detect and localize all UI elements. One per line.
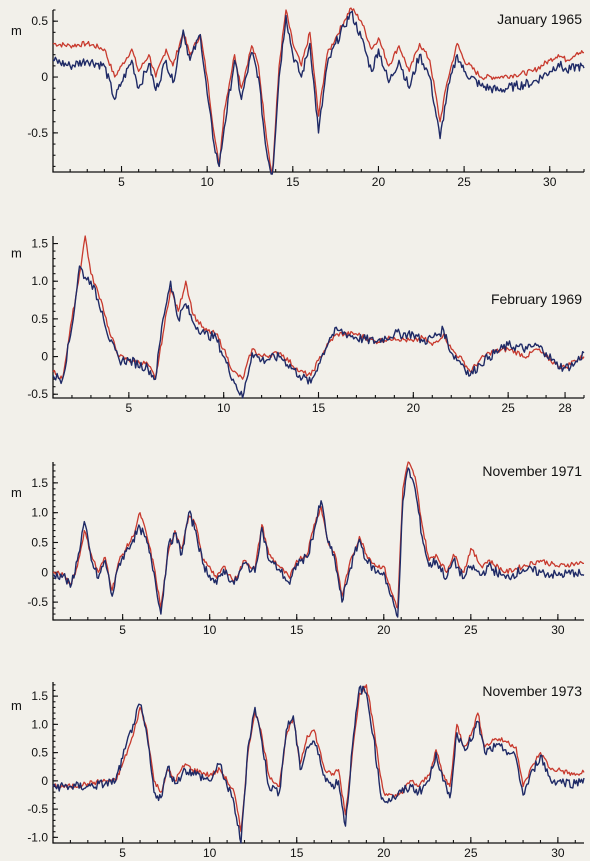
- y-tick-label: 1.5: [31, 237, 48, 251]
- y-tick-label: 0: [41, 565, 48, 579]
- x-tick-label: 10: [203, 623, 217, 637]
- y-axis-unit: m: [11, 23, 22, 38]
- x-tick-label: 20: [407, 401, 421, 415]
- x-tick-label: 5: [126, 401, 133, 415]
- y-tick-label: 0: [41, 774, 48, 788]
- y-tick-label: -0.5: [27, 595, 48, 609]
- x-tick-label: 5: [119, 623, 126, 637]
- observed-series-line: [52, 684, 585, 833]
- y-tick-label: 1.0: [31, 506, 48, 520]
- y-tick-label: 1.0: [31, 717, 48, 731]
- x-tick-label: 10: [200, 175, 214, 189]
- x-tick-label: 25: [464, 623, 478, 637]
- x-tick-label: 30: [543, 175, 557, 189]
- modelled-series-line: [52, 467, 585, 618]
- y-tick-label: 0.5: [31, 535, 48, 549]
- panel-title: November 1973: [482, 683, 582, 699]
- observed-series-line: [52, 7, 585, 175]
- x-tick-label: 28: [558, 401, 572, 415]
- x-tick-label: 15: [290, 623, 304, 637]
- chart-panel-2: 1.5 1.0 0.5 0 -0.5 5 10 15 20 25 28 m February 1969: [11, 235, 585, 415]
- y-tick-label: 1.5: [31, 476, 48, 490]
- chart-panel-1: 0.5 0 -0.5 5 10 15 20 25 30 m January 1965: [11, 7, 585, 189]
- x-tick-label: 20: [372, 175, 386, 189]
- x-tick-label: 25: [501, 401, 515, 415]
- x-tick-label: 15: [286, 175, 300, 189]
- y-tick-label: 0.5: [31, 312, 48, 326]
- x-tick-label: 10: [217, 401, 231, 415]
- y-axis-unit: m: [11, 698, 22, 713]
- panel-title: November 1971: [482, 463, 582, 479]
- x-tick-label: 20: [377, 846, 391, 860]
- chart-panel-4: 1.5 1.0 0.5 0 -0.5 -1.0 5 10 15 20 25 30 m November 1…: [11, 682, 585, 860]
- y-tick-label: 1.0: [31, 274, 48, 288]
- panel-title: January 1965: [497, 11, 582, 27]
- x-tick-label: 30: [551, 623, 565, 637]
- modelled-series-line: [52, 265, 585, 399]
- x-tick-label: 25: [464, 846, 478, 860]
- y-tick-label: -0.5: [27, 802, 48, 816]
- x-tick-label: 5: [119, 846, 126, 860]
- y-tick-label: -0.5: [27, 126, 48, 140]
- modelled-series-line: [52, 685, 585, 844]
- x-tick-label: 30: [551, 846, 565, 860]
- y-tick-label: 0: [41, 70, 48, 84]
- x-tick-label: 20: [377, 623, 391, 637]
- y-tick-label: 1.5: [31, 689, 48, 703]
- panel-title: February 1969: [491, 291, 582, 307]
- y-tick-label: 0: [41, 350, 48, 364]
- x-tick-label: 25: [457, 175, 471, 189]
- y-tick-label: 0.5: [31, 746, 48, 760]
- y-tick-label: -0.5: [27, 387, 48, 401]
- modelled-series-line: [52, 10, 585, 175]
- y-axis-unit: m: [11, 246, 22, 261]
- observed-series-line: [52, 461, 584, 609]
- chart-panel-3: 1.5 1.0 0.5 0 -0.5 5 10 15 20 25 30 m November 1971: [11, 461, 585, 637]
- x-tick-label: 15: [312, 401, 326, 415]
- y-tick-label: 0.5: [31, 14, 48, 28]
- x-tick-label: 15: [290, 846, 304, 860]
- y-tick-label: -1.0: [27, 830, 48, 844]
- x-tick-label: 5: [118, 175, 125, 189]
- axis-frame: [52, 682, 584, 844]
- y-axis-unit: m: [11, 485, 22, 500]
- axis-frame: [52, 236, 584, 399]
- x-tick-label: 10: [203, 846, 217, 860]
